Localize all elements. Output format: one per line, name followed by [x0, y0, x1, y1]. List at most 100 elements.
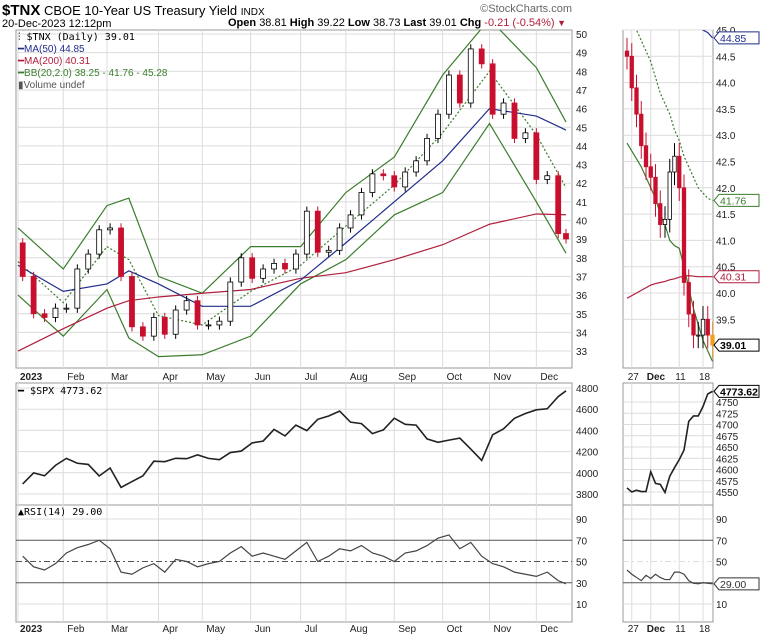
ma200-tag-box [713, 270, 760, 284]
price-candle [314, 210, 321, 253]
price-candle [74, 268, 81, 309]
legend: ⫶ $TNX (Daily) 39.01 ━MA(50) 44.85 ━MA(2… [18, 32, 167, 92]
detail-spx-panel [622, 382, 714, 506]
x-tick-label-bottom: Aug [350, 624, 368, 635]
y-tick-label: 44 [576, 142, 588, 153]
low-label: Low [347, 17, 370, 29]
detail-candle [629, 55, 634, 89]
price-candle [347, 214, 354, 229]
y-tick-label: 50 [576, 558, 588, 569]
x-tick-label-bottom: 27 [628, 624, 640, 635]
x-tick-label: Jun [255, 372, 271, 383]
price-candle [563, 233, 569, 240]
y-tick-label: 42 [576, 179, 588, 190]
price-candle [161, 317, 168, 335]
price-candle [500, 102, 507, 115]
candle-icon: ⫶ [18, 32, 27, 43]
rsi-line [22, 534, 567, 585]
price-candle [129, 276, 135, 328]
y-tick-label: 41.0 [716, 236, 736, 247]
detail-candle [705, 318, 710, 336]
x-tick-label-bottom: 18 [699, 624, 711, 635]
y-tick-label: 4600 [716, 466, 739, 477]
price-candle [30, 276, 37, 315]
y-tick-label: 44.0 [716, 79, 736, 90]
volume-icon: ▮ [18, 80, 24, 91]
ma50-tag-text: 44.85 [720, 33, 746, 45]
x-tick-label-bottom: Jun [255, 624, 271, 635]
price-candle [413, 160, 420, 173]
y-tick-label: 38 [576, 254, 588, 265]
y-tick-label: 42.5 [716, 158, 736, 169]
price-candle [358, 192, 365, 216]
detail-candle [700, 318, 706, 336]
y-tick-label: 70 [716, 536, 728, 547]
x-tick-label: Oct [447, 372, 463, 383]
rsi-panel [15, 504, 573, 623]
y-tick-label: 41.5 [716, 210, 736, 221]
chg-label: Chg [459, 17, 482, 29]
x-tick-label-bottom: May [206, 624, 225, 635]
y-tick-label: 42.0 [716, 184, 736, 195]
open-value: 38.81 [259, 17, 287, 29]
y-tick-label: 43.5 [716, 105, 736, 116]
detail-candle [672, 155, 677, 173]
price-candle [533, 132, 540, 180]
ma50-line [17, 107, 567, 307]
ma200-line [17, 213, 567, 352]
spx-tag-box [713, 384, 760, 398]
ohlc-summary: Open 38.81 High 39.22 Low 38.73 Last 39.… [228, 17, 566, 29]
price-candle [183, 300, 190, 311]
detail-candle [691, 313, 696, 336]
exchange: INDX [240, 7, 265, 18]
price-candle [216, 320, 223, 326]
y-tick-label: 50 [576, 30, 588, 41]
price-candle [555, 175, 562, 234]
detail-bb-middle-line [635, 30, 713, 201]
detail-candle [686, 282, 691, 315]
price-candle [435, 113, 441, 139]
last-price-tag-text: 39.01 [720, 340, 746, 352]
x-tick-label: Mar [111, 372, 129, 383]
x-tick-label-bottom: Feb [67, 624, 85, 635]
bb-tag-box [713, 193, 760, 207]
detail-candle [639, 113, 644, 147]
bb-tag: 41.76 [713, 193, 760, 207]
y-tick-label: 41 [576, 198, 588, 209]
y-tick-label: 47 [576, 86, 588, 97]
bb-tag-text: 41.76 [720, 195, 746, 207]
high-value: 39.22 [317, 17, 345, 29]
watermark: ©StockCharts.com [480, 3, 572, 15]
legend-volume: ▮Volume undef [18, 80, 167, 92]
price-candle [249, 257, 256, 279]
y-tick-label: 49 [576, 49, 588, 60]
y-tick-label: 90 [716, 515, 728, 526]
x-tick-label-bottom: Dec [647, 624, 666, 635]
x-tick-label-bottom: Jul [305, 624, 318, 635]
spx-tag: 4773.62 [713, 384, 760, 398]
detail-spx-line [626, 390, 713, 495]
last-value: 39.01 [429, 17, 457, 29]
y-tick-label: 4200 [576, 448, 599, 459]
price-candle [293, 253, 299, 270]
y-tick-label: 43 [576, 161, 588, 172]
x-tick-label: Feb [67, 372, 85, 383]
x-tick-label: 27 [628, 372, 640, 383]
x-tick-label: Sep [398, 372, 416, 383]
detail-candle [710, 334, 715, 346]
legend-rsi-text: RSI(14) 29.00 [24, 507, 103, 518]
ma200-tag: 40.31 [713, 270, 760, 284]
x-tick-label: 11 [675, 372, 686, 383]
detail-candle [624, 50, 630, 57]
y-tick-label: 39.5 [716, 315, 736, 326]
price-candle [140, 326, 146, 337]
open-label: Open [228, 17, 257, 29]
price-candle [85, 253, 92, 270]
y-tick-label: 46 [576, 105, 588, 116]
y-tick-label: 43.0 [716, 131, 736, 142]
y-tick-label: 40.0 [716, 289, 736, 300]
bb-middle-line [17, 70, 567, 326]
x-tick-label: Nov [493, 372, 511, 383]
price-candle [227, 281, 234, 322]
